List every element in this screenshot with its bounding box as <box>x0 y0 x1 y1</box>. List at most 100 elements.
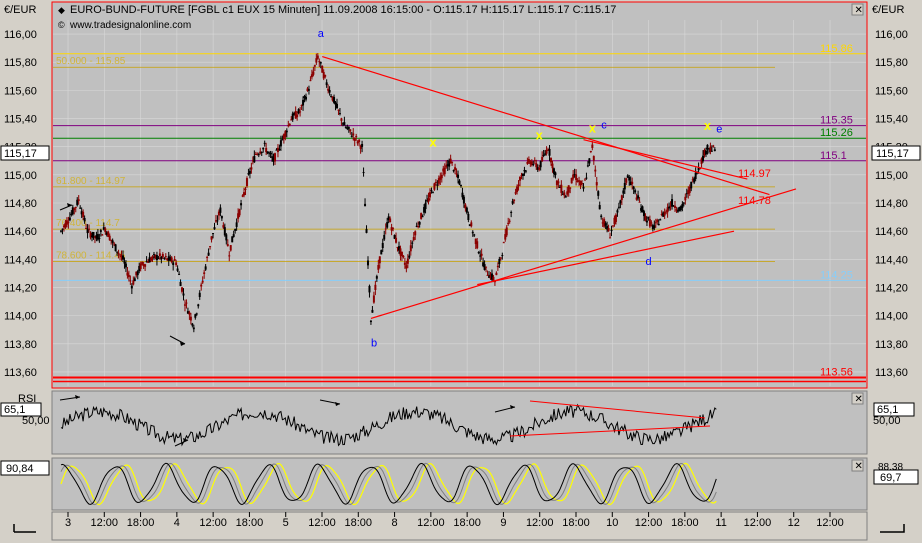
price-bar-body <box>622 190 625 194</box>
price-bar-body <box>673 205 676 209</box>
price-bar-body <box>291 113 294 120</box>
rsi-value-left: 65,1 <box>4 404 25 416</box>
price-bar-body <box>592 156 595 161</box>
x-tick-label: 10 <box>606 517 618 529</box>
price-bar-body <box>374 284 377 290</box>
y-tick-label-right: 114,00 <box>875 311 908 323</box>
rsi-panel[interactable] <box>51 390 868 455</box>
fib-label: 78.600 - 114.45 <box>56 250 126 261</box>
price-bar-body <box>442 168 445 172</box>
price-bar-body <box>588 158 591 164</box>
scroll-left-handle[interactable] <box>13 524 36 533</box>
price-bar-body <box>203 272 206 274</box>
price-bar-body <box>523 169 526 172</box>
price-bar-body <box>206 256 209 258</box>
price-bar-body <box>169 257 172 261</box>
price-bar-body <box>241 195 244 197</box>
price-bar-body <box>226 244 229 247</box>
price-bar-body <box>436 184 439 186</box>
level-label: 115.35 <box>820 115 853 127</box>
price-bar-body <box>225 234 228 241</box>
price-bar-body <box>189 316 192 321</box>
price-bar-body <box>591 144 594 149</box>
price-bar-body <box>285 130 288 133</box>
scroll-right-handle[interactable] <box>880 524 905 533</box>
stoch-value-left-box <box>0 460 50 476</box>
x-tick-label: 12:00 <box>635 517 663 529</box>
current-price-left-box <box>0 145 50 161</box>
price-bar-body <box>279 140 282 147</box>
price-bar-body <box>375 276 378 279</box>
price-bar-body <box>248 170 251 174</box>
price-bar-body <box>490 273 493 280</box>
stoch-value-right-top: 88,38 <box>878 462 903 473</box>
price-bar-body <box>483 264 486 270</box>
price-bar-body <box>288 123 291 126</box>
price-bar-body <box>650 222 653 224</box>
price-bar-body <box>570 177 573 184</box>
price-bar-body <box>619 200 622 204</box>
price-bar-body <box>473 234 476 236</box>
price-bar-body <box>628 177 631 181</box>
price-bar-body <box>114 244 117 252</box>
y-axis-left: 116,00115,80115,60115,40115,20115,00114,… <box>4 29 37 379</box>
price-bar-body <box>402 255 405 258</box>
price-bar-body <box>275 149 278 151</box>
price-bar-body <box>294 111 297 119</box>
price-bar-body <box>265 147 268 153</box>
price-bar-body <box>305 96 308 100</box>
price-bar-body <box>282 134 285 140</box>
close-rsi-panel-button[interactable]: ✕ <box>851 392 864 405</box>
price-panel[interactable] <box>51 1 868 389</box>
arrow-head-icon <box>510 405 515 409</box>
price-bar-body <box>517 184 520 186</box>
price-bar-body <box>635 197 638 200</box>
price-bar-body <box>262 147 265 150</box>
stochastic-lines <box>60 462 717 506</box>
rsi-lines <box>60 400 717 447</box>
price-bar-body <box>83 217 86 222</box>
price-bar-body <box>119 254 122 256</box>
price-bar-body <box>662 212 665 217</box>
price-bar-body <box>213 227 216 230</box>
price-bar-body <box>287 125 290 127</box>
price-bar-body <box>604 223 607 226</box>
price-bar-body <box>527 159 530 162</box>
price-bar-body <box>529 161 532 164</box>
price-bar-body <box>539 161 542 168</box>
price-bar-body <box>68 217 71 221</box>
price-bar-body <box>464 204 467 209</box>
price-bar-body <box>65 220 68 225</box>
level-label: 115.1 <box>820 150 847 162</box>
price-bar-body <box>368 285 371 293</box>
rsi-tick-right: 50,00 <box>873 415 901 427</box>
price-bar-body <box>620 195 623 201</box>
y-tick-label-left: 114,80 <box>4 198 37 210</box>
price-bar-body <box>341 123 344 125</box>
price-bar-body <box>123 261 126 264</box>
price-bar-body <box>663 211 666 216</box>
price-bar-body <box>257 154 260 156</box>
price-bar-body <box>594 169 597 172</box>
price-bar-body <box>362 172 365 174</box>
price-bar-body <box>665 211 668 213</box>
price-bar-body <box>685 193 688 195</box>
price-bar-body <box>637 195 640 199</box>
x-tick-label: 18:00 <box>562 517 590 529</box>
price-bar-body <box>181 287 184 292</box>
price-bar-body <box>151 256 154 259</box>
copyright-icon: © <box>58 20 65 30</box>
price-bar-body <box>164 256 167 258</box>
price-bar-body <box>634 190 637 193</box>
price-bar-body <box>576 180 579 183</box>
rsi-trendline <box>529 400 706 419</box>
close-stoch-panel-button[interactable]: ✕ <box>851 459 864 472</box>
price-bar-body <box>403 262 406 265</box>
price-bar-body <box>158 253 161 256</box>
price-bar-body <box>551 163 554 169</box>
price-bar-body <box>710 150 713 152</box>
price-bar-body <box>383 234 386 240</box>
price-bar-body <box>340 118 343 121</box>
close-price-panel-button[interactable]: ✕ <box>851 3 864 16</box>
